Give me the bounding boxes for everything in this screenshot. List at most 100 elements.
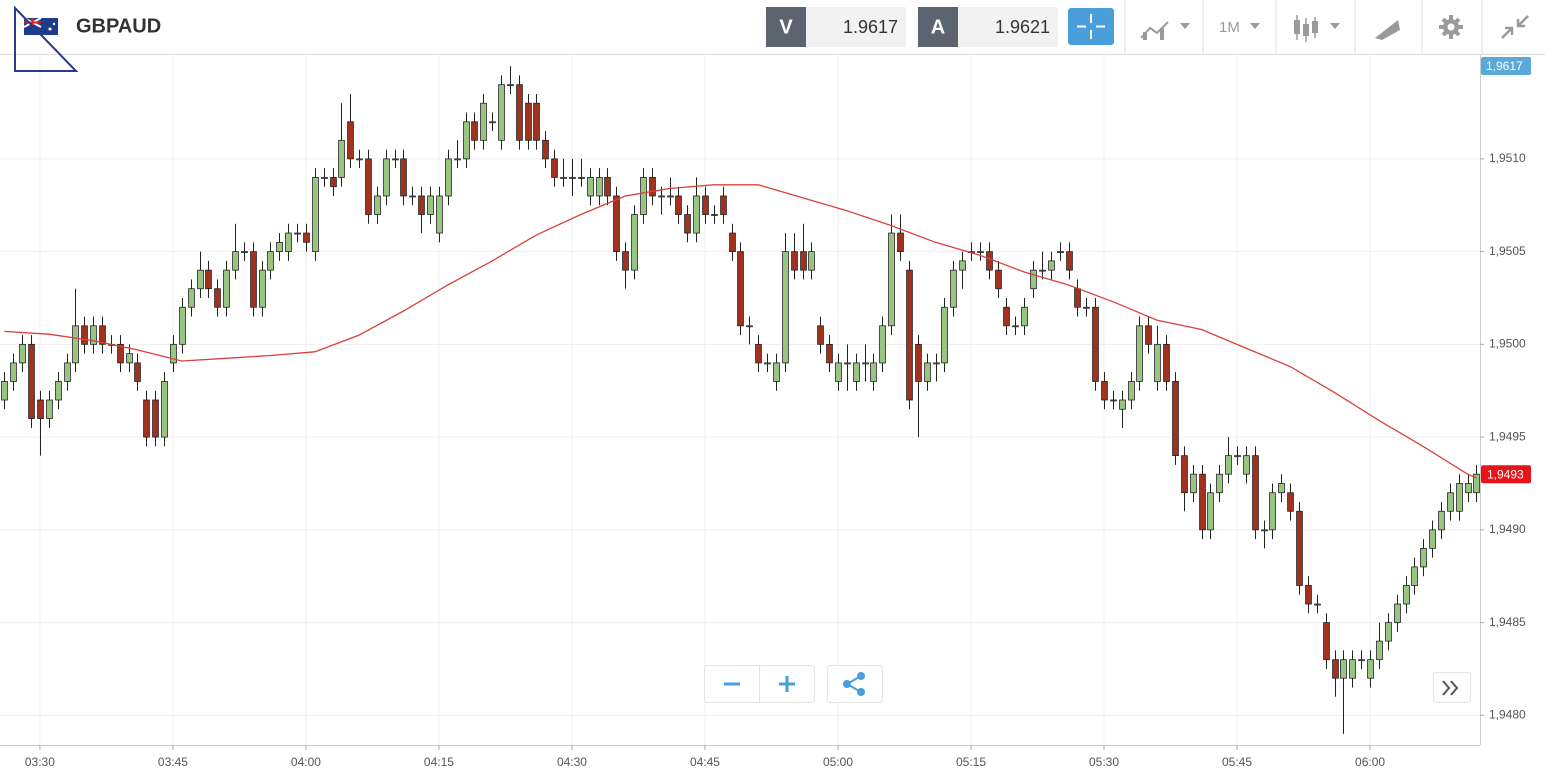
- candle-body: [1394, 603, 1401, 623]
- symbol: GBPAUD: [76, 15, 161, 37]
- candle-body: [1332, 659, 1339, 679]
- candle-body: [569, 177, 576, 179]
- candle-body: [1012, 325, 1019, 328]
- candle-body: [658, 195, 665, 198]
- ask-box[interactable]: [958, 7, 1058, 47]
- y-tick-label: 1,9500: [1489, 337, 1526, 351]
- candle-body: [1305, 585, 1312, 605]
- candle-body: [959, 260, 966, 271]
- y-tick-label: 1,9505: [1489, 244, 1526, 258]
- zoom-in[interactable]: [779, 676, 795, 692]
- candle-body: [1199, 473, 1206, 531]
- candle-body: [516, 84, 523, 141]
- candle-body: [1385, 622, 1392, 642]
- candle-body: [223, 269, 230, 308]
- candle-body: [383, 158, 390, 197]
- candle-body: [409, 195, 416, 198]
- bid-key-box[interactable]: [766, 7, 806, 47]
- candle-body: [1269, 492, 1276, 531]
- candle-body: [1048, 260, 1055, 271]
- candle-body: [1349, 659, 1356, 679]
- timeframe[interactable]: 1M: [1219, 19, 1240, 36]
- candle-body: [1376, 640, 1383, 661]
- crosshair-button[interactable]: [1068, 8, 1114, 45]
- candle-body: [179, 306, 186, 345]
- header: GBPAUD V 1.9617 A 1.9621: [0, 0, 1545, 72]
- candle-body: [764, 362, 771, 365]
- candle-body: [37, 399, 44, 419]
- candle-body: [915, 343, 922, 382]
- candle-body: [897, 232, 904, 253]
- ask-key: A: [931, 16, 945, 38]
- candle-body: [622, 251, 629, 271]
- x-tick-label: 06:00: [1355, 755, 1385, 769]
- candle-body: [862, 362, 869, 365]
- toolbar-icons[interactable]: [1140, 15, 1529, 42]
- candle-body: [19, 343, 26, 364]
- candle-body: [684, 214, 691, 234]
- candle-body: [418, 195, 425, 215]
- x-tick-label: 03:45: [158, 755, 188, 769]
- x-tick-label: 05:45: [1222, 755, 1252, 769]
- candle-body: [1172, 381, 1179, 457]
- candle-body: [1216, 473, 1223, 494]
- candle-body: [533, 102, 540, 141]
- candle-body: [64, 362, 71, 382]
- candle-body: [1473, 473, 1480, 494]
- candle-body: [365, 158, 372, 215]
- candle-body: [737, 251, 744, 327]
- x-tick-label: 03:30: [25, 755, 55, 769]
- candle-body: [347, 121, 354, 160]
- candle-body: [977, 251, 984, 254]
- share-box[interactable]: [827, 665, 883, 703]
- plot-area: 1,9480 1,9485 1,9490 1,9495 1,9500 1,9505 1,95…: [0, 55, 1531, 769]
- candle-body: [170, 343, 177, 364]
- scroll-end-button[interactable]: [1433, 672, 1471, 703]
- candle-body: [1021, 306, 1028, 327]
- candle-body: [90, 325, 97, 345]
- candle-body: [28, 343, 35, 419]
- candle-body: [720, 195, 727, 215]
- candle-body: [445, 158, 452, 197]
- candle-body: [542, 139, 549, 160]
- ask-key-box[interactable]: [918, 7, 958, 47]
- y-tick-label: 1,9495: [1489, 429, 1526, 443]
- candle-body: [312, 177, 319, 253]
- candle-body: [489, 121, 496, 124]
- candle-body: [285, 232, 292, 253]
- candle-body: [1234, 455, 1241, 458]
- candle-body: [596, 177, 603, 197]
- candle-body: [392, 158, 399, 161]
- candle-body: [507, 84, 514, 87]
- candle-body: [294, 232, 301, 235]
- x-tick-label: 05:15: [956, 755, 986, 769]
- candle-body: [1190, 473, 1197, 494]
- candle-body: [1252, 455, 1259, 531]
- candle-body: [924, 362, 931, 382]
- x-tick-label: 04:30: [557, 755, 587, 769]
- candle-body: [276, 241, 283, 253]
- y-tick-label: 1,9485: [1489, 615, 1526, 629]
- candle-body: [1420, 547, 1427, 568]
- crosshair-icon: [1077, 14, 1105, 39]
- bid-box[interactable]: [806, 7, 906, 47]
- candle-body: [746, 325, 753, 328]
- candle-body: [356, 158, 363, 161]
- candle-body: [1057, 251, 1064, 254]
- flag: [23, 17, 58, 35]
- candle-body: [1411, 566, 1418, 586]
- candle-body: [1225, 455, 1232, 475]
- candle-body: [773, 362, 780, 382]
- candle-body: [1438, 510, 1445, 531]
- candle-body: [879, 325, 886, 364]
- bid-key: V: [779, 16, 793, 38]
- candle-body: [480, 102, 487, 141]
- candle-body: [808, 251, 815, 271]
- candle-body: [1314, 603, 1321, 606]
- candle-body: [604, 177, 611, 197]
- corner-triangle: [14, 5, 79, 72]
- candle-body: [906, 269, 913, 401]
- candle-body: [1, 381, 8, 401]
- candle-body: [134, 362, 141, 382]
